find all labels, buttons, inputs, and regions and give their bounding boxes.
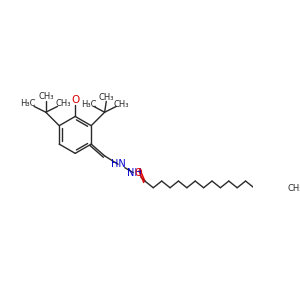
Text: CH₃: CH₃ (38, 92, 54, 101)
Text: H₃C: H₃C (20, 99, 36, 108)
Text: CH₃: CH₃ (99, 93, 114, 102)
Text: O: O (71, 95, 79, 105)
Text: H₃C: H₃C (81, 100, 96, 109)
Text: NH: NH (128, 168, 142, 178)
Text: HN: HN (111, 159, 125, 169)
Text: CH₃: CH₃ (114, 100, 129, 109)
Text: CH₃: CH₃ (287, 184, 300, 193)
Text: CH₃: CH₃ (56, 99, 71, 108)
Text: O: O (134, 168, 142, 178)
